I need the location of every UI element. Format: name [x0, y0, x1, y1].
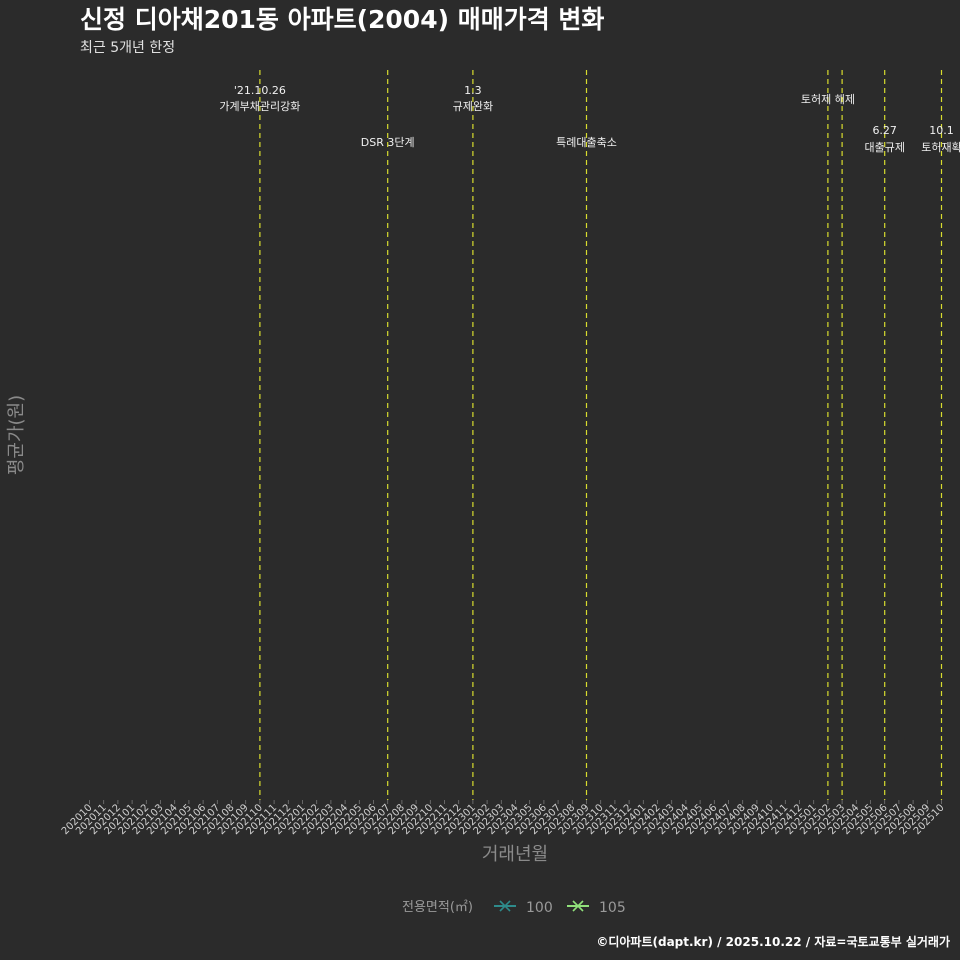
legend-label-105: 105 [599, 900, 626, 916]
event-label-6-0: 6.27 [872, 124, 897, 137]
legend-label-100: 100 [526, 900, 553, 916]
event-label-3-0: 특례대출축소 [556, 136, 617, 149]
event-label-0-1: 가계부채관리강화 [219, 100, 300, 113]
event-label-2-1: 규제완화 [453, 100, 493, 113]
event-label-0-0: '21.10.26 [234, 84, 286, 97]
chart-title: 신정 디아채201동 아파트(2004) 매매가격 변화 [80, 5, 604, 34]
x-axis-ticks: 2020102020112020122021012021022021032021… [60, 800, 947, 837]
event-label-4-0: 토허제 해제 [801, 92, 855, 106]
event-label-1-0: DSR 3단계 [361, 136, 415, 149]
event-label-7-1: 토허재확 [921, 141, 960, 154]
x-axis-title: 거래년월 [482, 844, 548, 865]
legend-title: 전용면적(㎡) [402, 900, 473, 915]
legend: 전용면적(㎡) 100 105 [402, 900, 626, 916]
chart-caption: ©디아파트(dapt.kr) / 2025.10.22 / 자료=국토교통부 실… [596, 934, 950, 949]
event-label-7-0: 10.1 [929, 124, 954, 137]
legend-swatch-cross-b-100 [499, 900, 511, 912]
event-label-6-1: 대출규제 [864, 141, 904, 154]
event-label-2-0: 1.3 [464, 84, 482, 97]
legend-swatch-cross-b-105 [572, 900, 584, 912]
y-axis-title: 평균가(원) [6, 395, 27, 475]
chart-subtitle: 최근 5개년 한정 [80, 40, 175, 56]
